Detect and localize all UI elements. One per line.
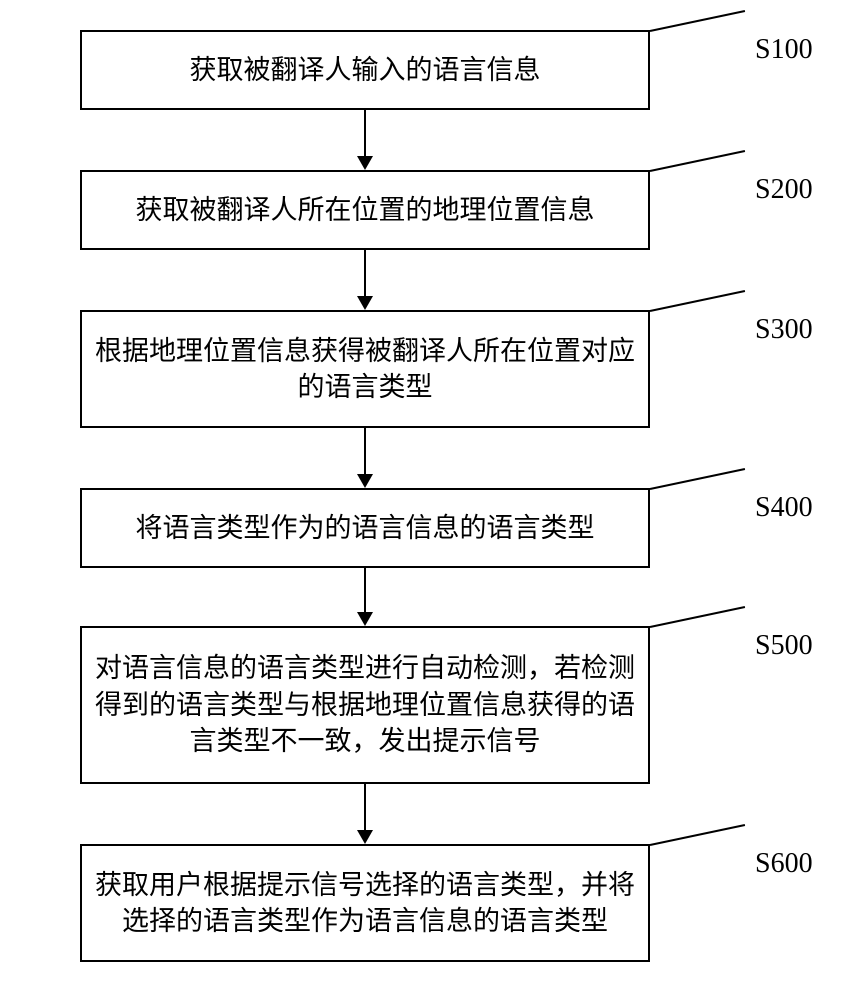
step-callout-line bbox=[650, 824, 745, 846]
flow-step-box: 对语言信息的语言类型进行自动检测，若检测 得到的语言类型与根据地理位置信息获得的… bbox=[80, 626, 650, 784]
flow-step-box: 将语言类型作为的语言信息的语言类型 bbox=[80, 488, 650, 568]
step-callout-line bbox=[650, 290, 745, 312]
flow-step-text: 获取被翻译人所在位置的地理位置信息 bbox=[136, 192, 595, 228]
flow-step-label: S100 bbox=[755, 34, 813, 66]
step-callout-line bbox=[650, 10, 745, 32]
flow-step-label: S600 bbox=[755, 848, 813, 880]
flow-arrow-head-icon bbox=[357, 156, 373, 170]
flow-arrow-head-icon bbox=[357, 612, 373, 626]
flow-arrow-line bbox=[364, 784, 366, 830]
flow-step-box: 获取用户根据提示信号选择的语言类型，并将 选择的语言类型作为语言信息的语言类型 bbox=[80, 844, 650, 962]
flow-step-label: S500 bbox=[755, 630, 813, 662]
flow-step-box: 获取被翻译人所在位置的地理位置信息 bbox=[80, 170, 650, 250]
flow-arrow-line bbox=[364, 428, 366, 474]
flow-step-text: 对语言信息的语言类型进行自动检测，若检测 得到的语言类型与根据地理位置信息获得的… bbox=[95, 650, 635, 759]
step-callout-line bbox=[650, 150, 745, 172]
flow-step-label: S300 bbox=[755, 314, 813, 346]
flow-arrow-line bbox=[364, 568, 366, 612]
flow-step-text: 获取用户根据提示信号选择的语言类型，并将 选择的语言类型作为语言信息的语言类型 bbox=[95, 867, 635, 940]
flow-step-label: S200 bbox=[755, 174, 813, 206]
flowchart-canvas: 获取被翻译人输入的语言信息 S100 获取被翻译人所在位置的地理位置信息 S200 根据… bbox=[0, 0, 867, 1000]
flow-arrow-line bbox=[364, 110, 366, 156]
flow-step-box: 获取被翻译人输入的语言信息 bbox=[80, 30, 650, 110]
flow-arrow-head-icon bbox=[357, 474, 373, 488]
flow-arrow-head-icon bbox=[357, 830, 373, 844]
step-callout-line bbox=[650, 606, 745, 628]
flow-arrow-line bbox=[364, 250, 366, 296]
flow-step-text: 将语言类型作为的语言信息的语言类型 bbox=[136, 510, 595, 546]
flow-arrow-head-icon bbox=[357, 296, 373, 310]
flow-step-box: 根据地理位置信息获得被翻译人所在位置对应 的语言类型 bbox=[80, 310, 650, 428]
step-callout-line bbox=[650, 468, 745, 490]
flow-step-text: 根据地理位置信息获得被翻译人所在位置对应 的语言类型 bbox=[95, 333, 635, 406]
flow-step-text: 获取被翻译人输入的语言信息 bbox=[190, 52, 541, 88]
flow-step-label: S400 bbox=[755, 492, 813, 524]
